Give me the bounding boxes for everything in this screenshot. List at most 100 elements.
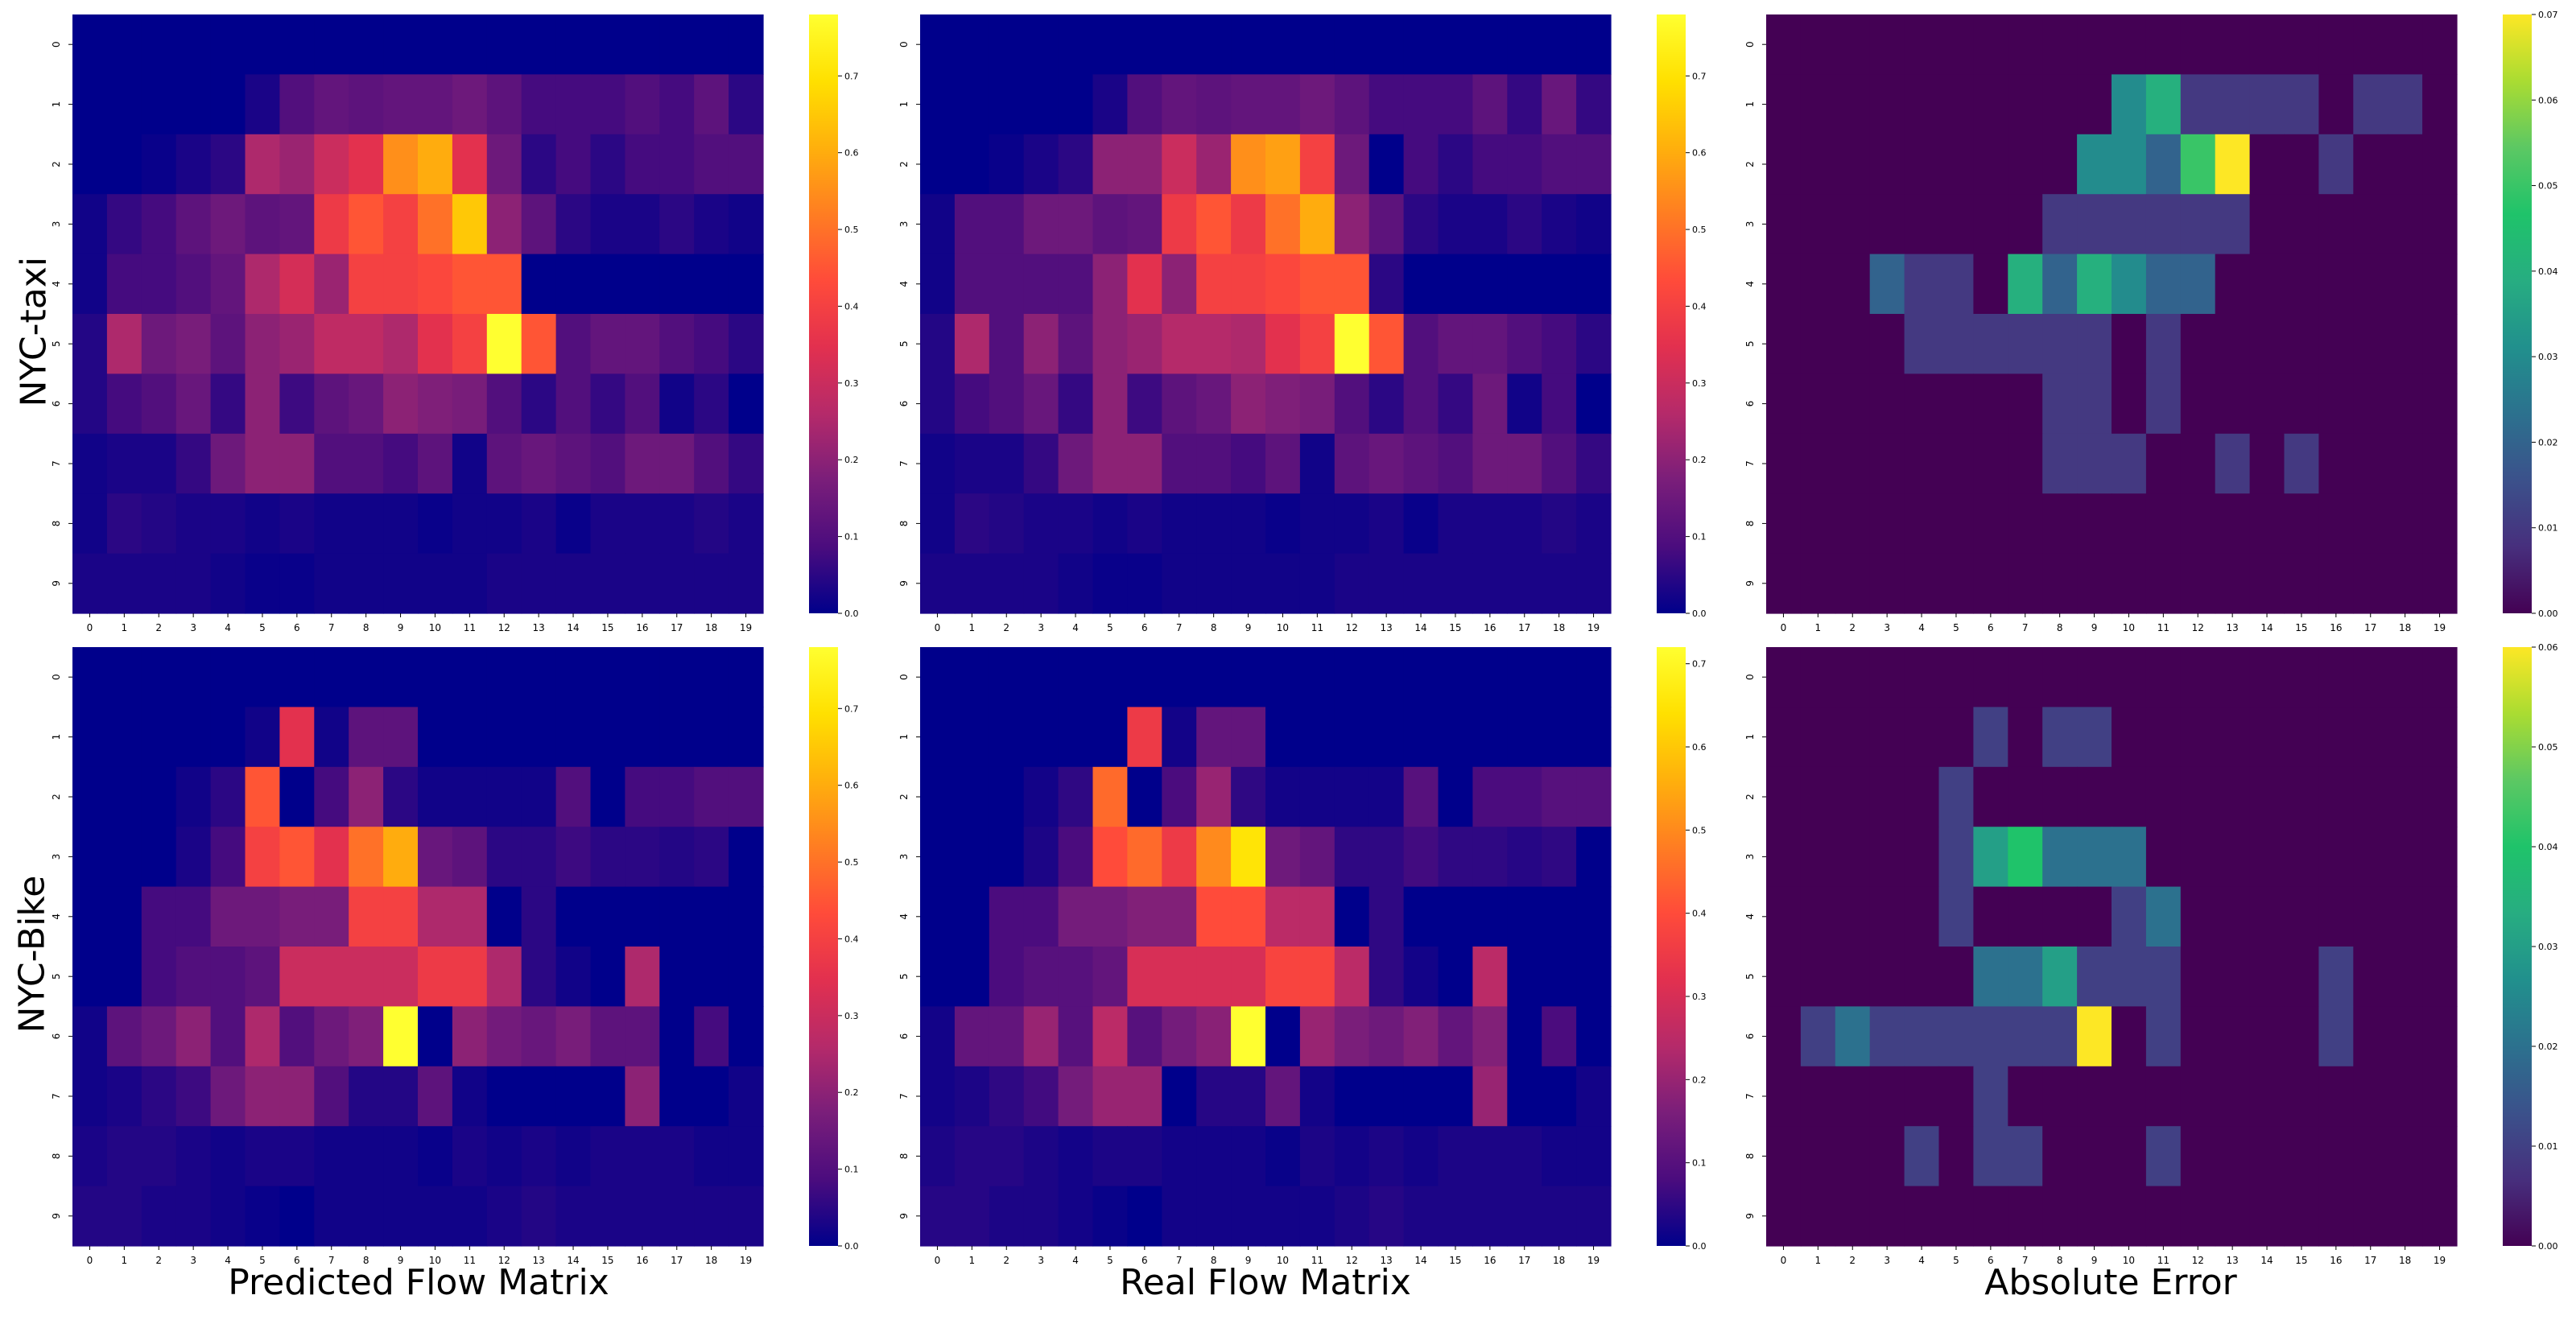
heatmap-cell [1023,553,1059,614]
colorbar [1657,14,1686,613]
heatmap-cell [175,74,212,135]
x-tick-label: 5 [1953,1255,1959,1266]
heatmap-cell [729,433,764,494]
heatmap-cell [2145,254,2182,315]
heatmap-cell [2077,373,2112,435]
y-tick-label: 8 [898,1153,910,1160]
heatmap-cell [175,886,212,947]
heatmap-cell [1231,14,1266,75]
heatmap-cell [279,254,315,315]
heatmap-cell [1835,707,1871,768]
heatmap-cell [2077,553,2112,614]
heatmap-cell [2284,947,2319,1007]
heatmap-cell [954,1186,990,1247]
heatmap-cell [383,647,419,707]
heatmap-cell [1542,886,1577,947]
heatmap-cell [1835,1126,1871,1187]
heatmap-cell [349,314,384,374]
heatmap-cell [1127,1066,1162,1127]
heatmap-cell [1299,1186,1335,1247]
heatmap-cell [1472,1126,1508,1187]
heatmap-cell [418,194,453,255]
x-tick-label: 0 [935,1255,941,1266]
heatmap-cell [1127,553,1162,614]
x-tick-label: 3 [1884,1255,1890,1266]
heatmap-cell [625,947,660,1007]
x-tick-label: 1 [122,1255,128,1266]
heatmap-cell [245,1126,280,1187]
heatmap-cell [1403,1126,1439,1187]
heatmap-cell [1196,647,1232,707]
heatmap-cell [314,493,349,555]
x-tick-label: 18 [705,622,717,633]
x-tick-label: 1 [969,622,976,633]
y-tick-label: 2 [1744,161,1756,167]
heatmap-cell [383,707,419,768]
heatmap-cell [1092,194,1128,255]
heatmap-cell [1368,433,1405,494]
heatmap-cell [729,254,764,315]
heatmap-cell [349,553,384,614]
heatmap-cell [729,647,764,707]
heatmap-cell [1334,947,1370,1007]
heatmap-cell [659,14,695,75]
heatmap-cell [2042,1066,2078,1127]
heatmap-cell [954,14,990,75]
heatmap-cell [2388,14,2423,75]
heatmap-cell [2008,254,2043,315]
y-tick-label: 8 [1744,521,1756,527]
x-tick-label: 9 [398,622,404,633]
heatmap-cell [1973,194,2008,255]
heatmap-cell [1938,947,1974,1007]
heatmap-cell [729,493,764,555]
heatmap-cell [486,433,522,494]
heatmap-cell [1299,553,1335,614]
heatmap-cell [1023,1126,1059,1187]
heatmap-cell [2180,14,2216,75]
heatmap-cell [1092,827,1128,888]
heatmap-cell [590,947,625,1007]
heatmap-cell [729,1006,764,1067]
heatmap-cell [1507,886,1542,947]
heatmap-cell [1973,827,2008,888]
colorbar-tick-label: 0.01 [2538,523,2558,534]
heatmap-cell [2008,1186,2043,1247]
heatmap-cell [1196,947,1232,1007]
heatmap-cell [2284,14,2319,75]
heatmap-cell [2042,1006,2078,1067]
heatmap-cell [659,1186,695,1247]
heatmap-cell [2145,314,2182,374]
heatmap-cell [1127,134,1162,195]
heatmap-cell [1472,707,1508,768]
heatmap-cell [1766,314,1802,374]
heatmap-cell [694,194,729,255]
heatmap-cell [175,493,212,555]
heatmap-cell [2422,194,2458,255]
heatmap-cell [1938,1066,1974,1127]
heatmap-cell [1058,947,1094,1007]
colorbar-tick-label: 0.07 [2538,10,2558,20]
heatmap-cell [314,1186,349,1247]
heatmap-cell [1576,1126,1612,1187]
heatmap-cell [2042,1186,2078,1247]
heatmap-cell [1196,74,1232,135]
x-tick-label: 14 [567,1255,579,1266]
heatmap-cell [175,373,212,435]
heatmap-cell [1023,194,1059,255]
heatmap-cell [2422,314,2458,374]
heatmap-cell [1162,1066,1197,1127]
heatmap-cell [1058,827,1094,888]
heatmap-cell [2077,1006,2112,1067]
heatmap-cell [1542,553,1577,614]
heatmap-cell [1973,766,2008,827]
heatmap-cell [210,947,246,1007]
heatmap-cell [1576,766,1612,827]
heatmap-cell [349,1126,384,1187]
heatmap-cell [989,1186,1025,1247]
heatmap-cell [486,553,522,614]
column-label-predicted: Predicted Flow Matrix [228,1262,609,1303]
heatmap-cell [920,194,956,255]
heatmap-cell [349,134,384,195]
heatmap-cell [210,373,246,435]
heatmap-cell [1438,827,1473,888]
